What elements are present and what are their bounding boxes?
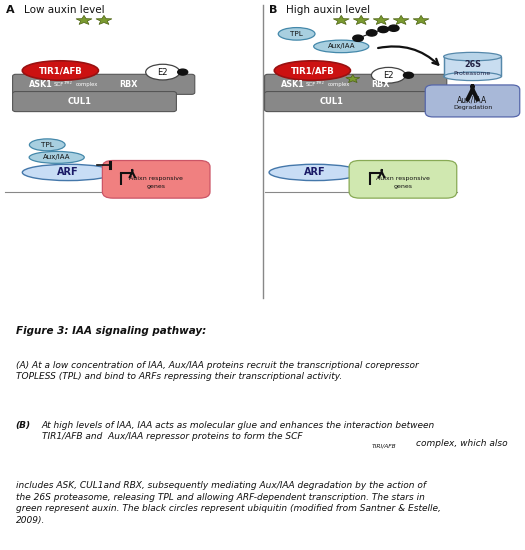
Text: complex, which also: complex, which also [416,439,508,448]
Text: complex: complex [328,81,350,87]
Text: Auixn responsive: Auixn responsive [376,175,430,180]
Text: TPL: TPL [41,142,54,148]
Ellipse shape [29,139,65,151]
Text: At high levels of IAA, IAA acts as molecular glue and enhances the interaction b: At high levels of IAA, IAA acts as molec… [42,421,435,442]
Text: E2: E2 [383,71,394,80]
FancyBboxPatch shape [425,85,520,117]
Text: B: B [269,5,277,15]
Text: ARF: ARF [304,167,326,178]
Text: 26S: 26S [464,60,481,69]
Ellipse shape [146,64,180,80]
FancyBboxPatch shape [13,91,176,112]
Text: TIR1: TIR1 [64,81,74,85]
Text: Aux/IAA: Aux/IAA [457,95,488,104]
Text: RBX: RBX [372,80,390,89]
Circle shape [177,69,188,75]
Circle shape [378,26,388,32]
Ellipse shape [444,72,501,80]
Polygon shape [96,15,112,24]
Text: TIR1/AFB: TIR1/AFB [38,66,82,75]
Text: includes ASK, CUL1and RBX, subsequently mediating Aux/IAA degradation by the act: includes ASK, CUL1and RBX, subsequently … [16,481,440,525]
FancyBboxPatch shape [265,91,428,112]
Text: TPL: TPL [290,31,303,37]
Text: genes: genes [146,184,166,189]
FancyBboxPatch shape [265,74,447,95]
Text: A: A [6,5,15,15]
Circle shape [366,30,377,36]
Text: Aux/IAA: Aux/IAA [43,155,70,161]
Ellipse shape [274,61,351,80]
Text: Degradation: Degradation [453,105,492,110]
Circle shape [403,72,414,78]
Text: RBX: RBX [120,80,138,89]
Bar [444,57,501,76]
Text: TIRI/AFB: TIRI/AFB [372,443,396,448]
Polygon shape [333,15,349,24]
Ellipse shape [444,52,501,61]
Circle shape [353,35,363,41]
Text: SCF: SCF [306,81,316,87]
Text: Proteasome: Proteasome [454,71,491,76]
Ellipse shape [372,68,405,83]
Text: TIR1/AFB: TIR1/AFB [290,66,334,75]
Text: ARF: ARF [57,167,79,178]
Text: Low auxin level: Low auxin level [24,5,104,15]
Ellipse shape [314,40,369,53]
Text: Auixn responsive: Auixn responsive [129,175,183,180]
Text: (B): (B) [16,421,31,430]
Polygon shape [373,15,389,24]
Ellipse shape [22,61,99,80]
Text: CUL1: CUL1 [320,97,344,106]
Text: High auxin level: High auxin level [286,5,370,15]
Text: complex: complex [76,81,98,87]
FancyBboxPatch shape [349,161,457,198]
FancyBboxPatch shape [102,161,210,198]
Text: Aux/IAA: Aux/IAA [328,43,355,50]
Text: Figure 3: IAA signaling pathway:: Figure 3: IAA signaling pathway: [16,326,206,336]
Text: TIR1: TIR1 [316,81,326,85]
Text: CUL1: CUL1 [68,97,92,106]
Ellipse shape [29,151,84,163]
Polygon shape [346,75,360,82]
Circle shape [388,25,399,31]
Polygon shape [393,15,409,24]
Ellipse shape [22,164,114,180]
Text: (A) At a low concentration of IAA, Aux/IAA proteins recruit the transcriptional : (A) At a low concentration of IAA, Aux/I… [16,361,418,381]
Polygon shape [413,15,429,24]
Text: ASK1: ASK1 [29,80,53,89]
Text: ASK1: ASK1 [281,80,305,89]
Text: genes: genes [393,184,413,189]
Polygon shape [76,15,92,24]
Text: SCF: SCF [54,81,64,87]
Polygon shape [353,15,369,24]
Text: E2: E2 [158,68,168,76]
FancyBboxPatch shape [13,74,195,95]
Ellipse shape [269,164,361,180]
Ellipse shape [278,28,315,40]
